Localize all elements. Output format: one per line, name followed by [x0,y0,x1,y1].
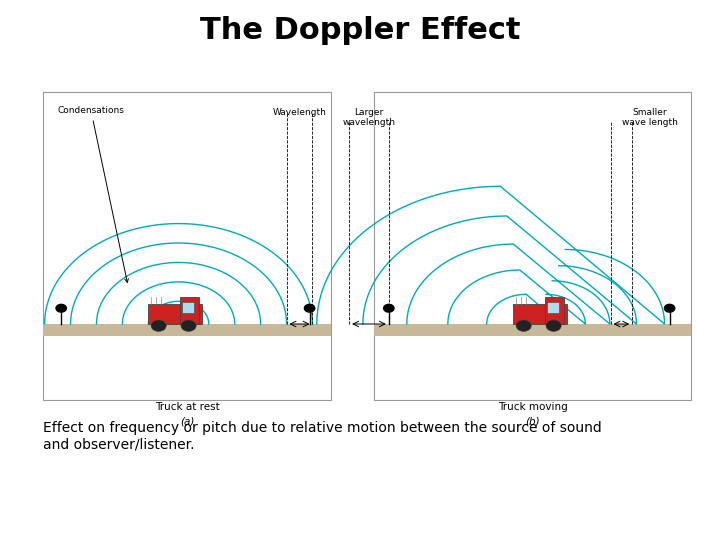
Bar [513,303,567,324]
Bar [43,324,331,336]
Circle shape [665,305,675,312]
Text: Effect on frequency or pitch due to relative motion between the source of sound
: Effect on frequency or pitch due to rela… [43,421,602,451]
Text: Truck moving: Truck moving [498,402,567,413]
Bar [374,92,691,400]
Text: Smaller
wave length: Smaller wave length [622,108,678,127]
Circle shape [181,320,196,332]
Circle shape [305,305,315,312]
Bar [181,298,199,324]
Text: Wavelength: Wavelength [273,108,326,117]
Text: (b): (b) [526,417,540,427]
Text: Truck at rest: Truck at rest [155,402,220,413]
Bar [547,301,559,313]
Circle shape [384,305,394,312]
Bar [148,303,202,324]
Circle shape [56,305,66,312]
Bar [546,298,564,324]
Circle shape [546,320,561,332]
Circle shape [151,320,166,332]
Circle shape [516,320,531,332]
Bar [374,324,691,336]
Text: The Doppler Effect: The Doppler Effect [199,16,521,45]
Bar [182,301,194,313]
Text: Condensations: Condensations [58,106,128,282]
Bar [43,92,331,400]
Text: (a): (a) [180,417,194,427]
Text: Larger
wavelength: Larger wavelength [343,108,395,127]
